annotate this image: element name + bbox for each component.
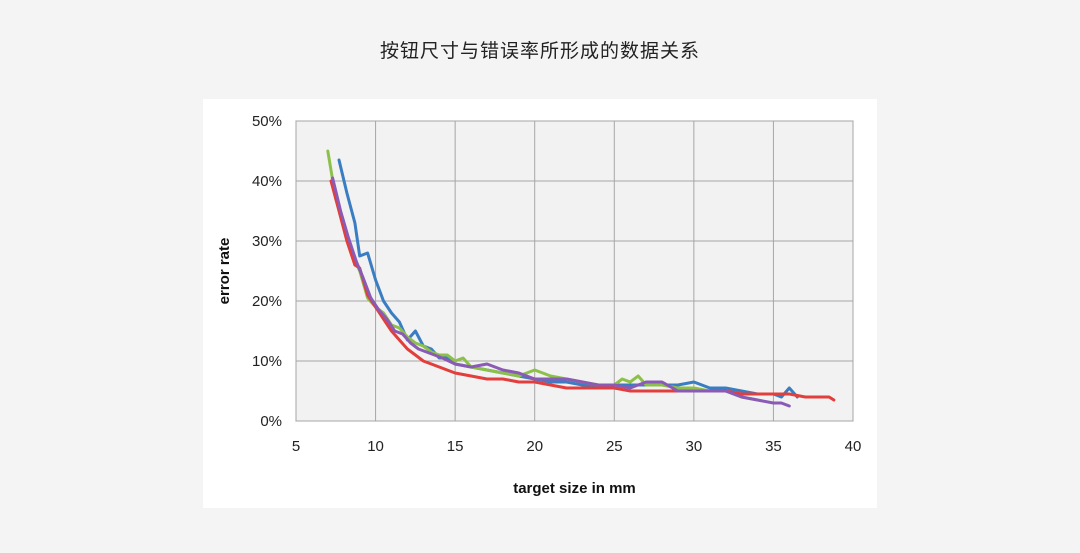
grid-lines [295, 120, 854, 422]
series-layer [326, 149, 836, 408]
x-tick-label: 5 [292, 438, 300, 455]
error-rate-chart: 5 10 15 20 25 30 35 40 0% 10% 20% 30% 40% 50% target… [216, 113, 862, 497]
y-tick-label: 20% [252, 293, 282, 310]
x-tick-label: 15 [447, 438, 464, 455]
y-tick-label: 40% [252, 173, 282, 190]
x-tick-label: 25 [606, 438, 623, 455]
x-tick-label: 40 [845, 438, 862, 455]
x-axis-title: target size in mm [513, 480, 636, 497]
x-tick-labels: 5 10 15 20 25 30 35 40 [292, 438, 862, 455]
y-tick-label: 30% [252, 233, 282, 250]
x-tick-label: 35 [765, 438, 782, 455]
y-tick-label: 10% [252, 353, 282, 370]
x-tick-label: 30 [686, 438, 703, 455]
y-tick-label: 0% [260, 413, 282, 430]
y-tick-labels: 0% 10% 20% 30% 40% 50% [252, 113, 282, 430]
x-tick-label: 20 [526, 438, 543, 455]
series-line-4 [331, 176, 791, 408]
page-title: 按钮尺寸与错误率所形成的数据关系 [379, 40, 700, 62]
chart-card: 5 10 15 20 25 30 35 40 0% 10% 20% 30% 40% 50% target… [203, 99, 877, 508]
x-tick-label: 10 [367, 438, 384, 455]
series-line-3 [329, 179, 836, 402]
y-axis-title: error rate [216, 238, 233, 305]
y-tick-label: 50% [252, 113, 282, 130]
plot-area [295, 120, 854, 422]
